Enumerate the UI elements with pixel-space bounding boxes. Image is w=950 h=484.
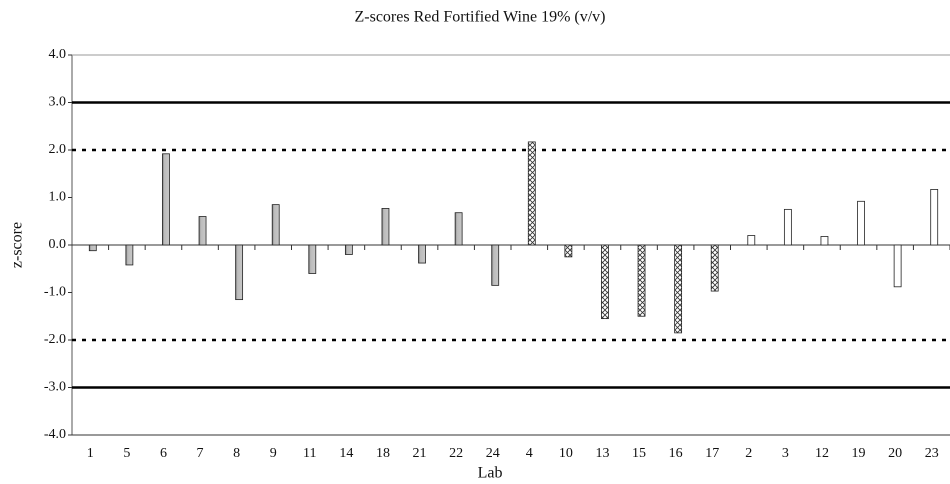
bar	[344, 244, 353, 255]
x-tick-label: 5	[123, 446, 130, 461]
x-tick-label: 19	[852, 446, 866, 461]
x-tick-label: 22	[449, 446, 463, 461]
x-tick-label: 9	[270, 446, 277, 461]
bar	[710, 244, 719, 292]
x-tick-label: 4	[526, 446, 533, 461]
bar	[930, 189, 939, 246]
x-tick-label: 6	[160, 446, 167, 461]
x-tick-label: 20	[888, 446, 902, 461]
bar	[491, 244, 500, 286]
bar	[637, 244, 646, 317]
bar	[674, 244, 683, 334]
x-tick-label: 3	[782, 446, 789, 461]
x-tick-label: 1	[87, 446, 94, 461]
x-tick-label: 12	[815, 446, 829, 461]
bar	[564, 244, 573, 258]
bar	[198, 216, 207, 246]
x-tick-label: 7	[197, 446, 204, 461]
y-tick-label: 0.0	[49, 237, 67, 252]
bar	[857, 200, 865, 246]
x-tick-label: 16	[669, 446, 683, 461]
x-tick-label: 11	[303, 446, 316, 461]
y-tick-label: 1.0	[49, 190, 67, 205]
x-tick-label: 10	[559, 446, 573, 461]
x-tick-label: 17	[705, 446, 719, 461]
bar	[125, 244, 134, 266]
bar	[601, 244, 609, 320]
y-tick-label: 2.0	[49, 142, 67, 157]
bar	[893, 244, 902, 288]
x-tick-label: 8	[233, 446, 240, 461]
y-tick-label: -3.0	[44, 380, 66, 395]
x-tick-label: 2	[745, 446, 752, 461]
bar	[88, 244, 97, 252]
y-axis-label: z-score	[9, 222, 26, 268]
bar	[271, 204, 280, 246]
y-tick-label: -4.0	[44, 427, 66, 442]
bar	[527, 141, 536, 246]
x-tick-label: 14	[339, 446, 353, 461]
x-tick-label: 18	[376, 446, 390, 461]
y-tick-label: 3.0	[49, 95, 67, 110]
x-tick-label: 15	[632, 446, 646, 461]
bar	[308, 244, 317, 274]
x-tick-label: 24	[486, 446, 500, 461]
x-tick-label: 13	[595, 446, 609, 461]
bar	[162, 153, 170, 246]
bar	[783, 208, 792, 246]
y-tick-label: -1.0	[44, 285, 66, 300]
x-axis-label: Lab	[478, 465, 503, 482]
bar	[381, 208, 390, 246]
y-tick-label: -2.0	[44, 332, 66, 347]
bar	[747, 235, 756, 246]
chart-title: Z-scores Red Fortified Wine 19% (v/v)	[355, 9, 606, 26]
x-tick-label: 21	[413, 446, 427, 461]
bar	[454, 212, 463, 246]
x-tick-label: 23	[925, 446, 939, 461]
bar	[418, 244, 426, 264]
y-tick-label: 4.0	[49, 47, 67, 62]
bar	[820, 236, 829, 246]
bar	[235, 244, 244, 301]
